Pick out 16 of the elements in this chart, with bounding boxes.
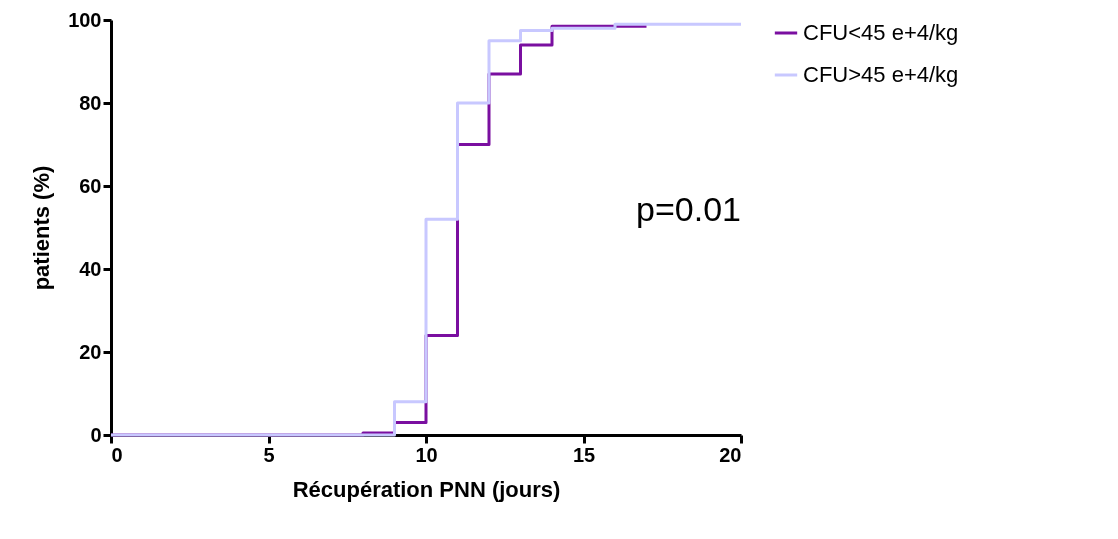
x-tick-label: 15: [572, 443, 596, 466]
x-tick-label: 0: [111, 443, 123, 466]
y-tick-label: 0: [90, 423, 102, 446]
x-tick-label: 20: [719, 443, 742, 466]
y-tick-label: 80: [79, 91, 102, 114]
legend-label: CFU>45 e+4/kg: [803, 62, 959, 87]
x-axis-title: Récupération PNN (jours): [292, 476, 561, 502]
y-tick-label: 40: [79, 257, 102, 280]
x-tick-label: 10: [415, 443, 438, 466]
y-tick-label: 60: [79, 174, 102, 197]
y-axis-title: patients (%): [29, 165, 55, 291]
y-tick-label: 20: [79, 340, 102, 363]
annotation: p=0.01: [636, 189, 741, 228]
y-tick-label: 100: [68, 8, 102, 31]
legend-label: CFU<45 e+4/kg: [803, 20, 959, 45]
x-tick-label: 5: [263, 443, 275, 466]
